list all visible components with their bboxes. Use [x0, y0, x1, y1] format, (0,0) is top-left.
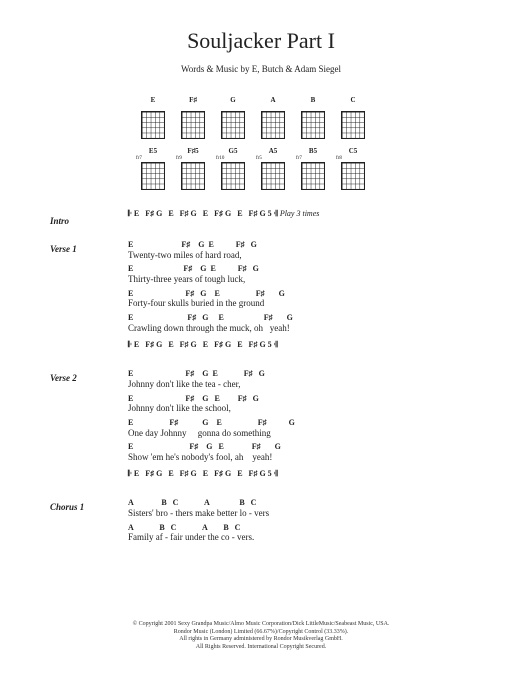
chord-line: E F♯ G E F♯ G [128, 442, 472, 452]
section-label: Verse 2 [50, 365, 128, 484]
chord-diagram: E [138, 96, 168, 139]
chord-diagram: C5fr8 [338, 147, 368, 190]
chord-diagram: B [298, 96, 328, 139]
chord-grid [301, 162, 325, 190]
chord-diagram-label: E [151, 96, 156, 104]
lyric-line: One day Johnny gonna do something [128, 428, 472, 439]
copyright-line: Rondor Music (London) Limited (66.67%)/C… [0, 629, 522, 637]
chord-grid [261, 162, 285, 190]
chord-grid [141, 162, 165, 190]
chord-grid [341, 111, 365, 139]
intro-riff: 𝄆 E F♯ G E F♯ G E F♯ G E F♯ G 5 𝄇 [128, 209, 278, 218]
copyright-line: All rights in Germany administered by Ro… [0, 636, 522, 644]
lyric-line: Johnny don't like the school, [128, 403, 472, 414]
chord-diagrams-row-2: E5fr7 F♯5fr9 G5fr10 A5fr5 B5fr7 C5fr8 [138, 147, 472, 190]
chord-diagram: B5fr7 [298, 147, 328, 190]
chord-diagram-label: B [311, 96, 316, 104]
chord-line: E F♯ G E F♯ G [128, 394, 472, 404]
chord-line: E F♯ G E F♯ G [128, 418, 472, 428]
section-label: Chorus 1 [50, 494, 128, 543]
copyright-block: © Copyright 2001 Sexy Grandpa Music/Almo… [0, 621, 522, 652]
chord-grid [341, 162, 365, 190]
chord-diagram-label: A5 [269, 147, 278, 155]
section-label: Verse 1 [50, 236, 128, 355]
chord-diagram-label: C5 [349, 147, 358, 155]
lyric-line: Sisters' bro - thers make better lo - ve… [128, 508, 472, 519]
chord-diagram-label: G [230, 96, 235, 104]
lyric-line: Crawling down through the muck, oh yeah! [128, 323, 472, 334]
chord-grid [181, 162, 205, 190]
lyric-line: Johnny don't like the tea - cher, [128, 379, 472, 390]
chord-diagram: C [338, 96, 368, 139]
song-title: Souljacker Part I [50, 28, 472, 54]
section-verse-1: Verse 1 E F♯ G E F♯ GTwenty-two miles of… [50, 236, 472, 355]
riff-line: 𝄆 E F♯ G E F♯ G E F♯ G E F♯ G 5 𝄇 [128, 469, 472, 479]
chord-line: E F♯ G E F♯ G [128, 313, 472, 323]
lyric-line: Forty-four skulls buried in the ground [128, 298, 472, 309]
intro-note: Play 3 times [280, 209, 320, 218]
riff-line: 𝄆 E F♯ G E F♯ G E F♯ G E F♯ G 5 𝄇 [128, 340, 472, 350]
section-chorus-1: Chorus 1 A B C A B CSisters' bro - thers… [50, 494, 472, 543]
copyright-line: © Copyright 2001 Sexy Grandpa Music/Almo… [0, 621, 522, 629]
lyric-line: Show 'em he's nobody's fool, ah yeah! [128, 452, 472, 463]
chord-line: E F♯ G E F♯ G [128, 369, 472, 379]
chord-grid [221, 162, 245, 190]
chord-diagram: E5fr7 [138, 147, 168, 190]
chord-diagram-label: F♯ [189, 96, 197, 104]
chord-diagram: A5fr5 [258, 147, 288, 190]
chord-diagram-label: G5 [229, 147, 238, 155]
chord-line: E F♯ G E F♯ G [128, 289, 472, 299]
chord-diagram-label: C [350, 96, 355, 104]
chord-diagrams-row-1: E F♯ G A B C [138, 96, 472, 139]
chord-line: E F♯ G E F♯ G [128, 240, 472, 250]
section-intro: Intro 𝄆 E F♯ G E F♯ G E F♯ G E F♯ G 5 𝄇 … [50, 208, 472, 226]
chord-grid [141, 111, 165, 139]
chord-grid [181, 111, 205, 139]
chord-grid [221, 111, 245, 139]
copyright-line: All Rights Reserved. International Copyr… [0, 644, 522, 652]
chord-diagram: A [258, 96, 288, 139]
section-label: Intro [50, 208, 128, 226]
chord-line: E F♯ G E F♯ G [128, 264, 472, 274]
section-verse-2: Verse 2 E F♯ G E F♯ GJohnny don't like t… [50, 365, 472, 484]
byline: Words & Music by E, Butch & Adam Siegel [50, 64, 472, 74]
chord-diagram: G [218, 96, 248, 139]
chord-diagram: F♯ [178, 96, 208, 139]
chord-diagram-label: E5 [149, 147, 157, 155]
lyric-line: Twenty-two miles of hard road, [128, 250, 472, 261]
chord-grid [261, 111, 285, 139]
chord-diagram: G5fr10 [218, 147, 248, 190]
chord-diagram-label: A [270, 96, 275, 104]
lyric-line: Family af - fair under the co - vers. [128, 532, 472, 543]
chord-grid [301, 111, 325, 139]
chord-line: A B C A B C [128, 498, 472, 508]
chord-line: A B C A B C [128, 523, 472, 533]
lyric-line: Thirty-three years of tough luck, [128, 274, 472, 285]
chord-diagram-label: B5 [309, 147, 317, 155]
chord-diagram: F♯5fr9 [178, 147, 208, 190]
chord-diagram-label: F♯5 [187, 147, 198, 155]
